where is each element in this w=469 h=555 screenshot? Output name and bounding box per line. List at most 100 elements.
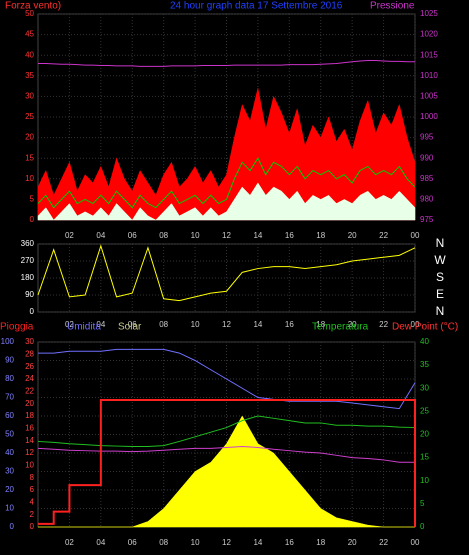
y-tick-label: 60 <box>5 411 14 420</box>
y-tick-label: 1020 <box>420 30 438 39</box>
y-tick-label: 10 <box>5 504 14 513</box>
y-tick-label: 0 <box>30 522 35 531</box>
y-tick-label: 270 <box>21 256 35 265</box>
x-tick-label: 04 <box>96 231 105 240</box>
x-tick-label: 20 <box>348 538 357 547</box>
y-tick-label: 45 <box>25 30 34 39</box>
y-tick-label: 1005 <box>420 92 438 101</box>
header-label: Forza vento) <box>5 1 61 12</box>
y-tick-label: 1015 <box>420 50 438 59</box>
y-tick-label: N <box>436 304 445 318</box>
x-tick-label: 20 <box>348 231 357 240</box>
y-tick-label: E <box>436 287 444 301</box>
legend-label: Solar <box>118 322 142 333</box>
y-tick-label: 8 <box>30 473 35 482</box>
y-tick-label: 1010 <box>420 71 438 80</box>
y-tick-label: 2 <box>30 510 35 519</box>
x-tick-label: 06 <box>128 538 137 547</box>
x-tick-label: 00 <box>411 538 420 547</box>
y-tick-label: 30 <box>25 92 34 101</box>
header-label: 24 hour graph data 17 Settembre 2016 <box>170 1 343 12</box>
y-tick-label: 25 <box>420 406 429 415</box>
x-tick-label: 22 <box>379 320 388 329</box>
annotation: Sun Rise <box>136 492 169 501</box>
y-tick-label: 20 <box>420 430 429 439</box>
y-tick-label: 25 <box>25 112 34 121</box>
x-tick-label: 22 <box>379 231 388 240</box>
y-tick-label: N <box>436 236 445 250</box>
y-tick-label: 20 <box>25 399 34 408</box>
y-tick-label: S <box>436 270 444 284</box>
x-tick-label: 18 <box>316 320 325 329</box>
y-tick-label: 4 <box>30 497 35 506</box>
legend-label: Dew Point (°C) <box>392 322 458 333</box>
y-tick-label: 10 <box>25 460 34 469</box>
x-tick-label: 10 <box>191 231 200 240</box>
y-tick-label: 90 <box>5 356 14 365</box>
y-tick-label: 0 <box>420 522 425 531</box>
series-area <box>37 182 416 221</box>
x-tick-label: 16 <box>285 538 294 547</box>
x-tick-label: 16 <box>285 231 294 240</box>
x-tick-label: 02 <box>65 320 74 329</box>
legend-label: Temperatura <box>312 322 369 333</box>
series-area <box>37 88 416 221</box>
y-tick-label: 50 <box>25 9 34 18</box>
y-tick-label: 0 <box>10 522 15 531</box>
x-tick-label: 00 <box>411 320 420 329</box>
y-tick-label: 995 <box>420 133 434 142</box>
x-tick-label: 04 <box>96 320 105 329</box>
y-tick-label: 5 <box>30 195 35 204</box>
x-tick-label: 16 <box>285 320 294 329</box>
x-tick-label: 14 <box>253 320 262 329</box>
y-tick-label: 990 <box>420 153 434 162</box>
y-tick-label: 15 <box>420 453 429 462</box>
series-line <box>38 60 415 67</box>
y-tick-label: 15 <box>25 153 34 162</box>
x-tick-label: 02 <box>65 231 74 240</box>
x-tick-label: 10 <box>191 320 200 329</box>
x-tick-label: 08 <box>159 231 168 240</box>
y-tick-label: 12 <box>25 448 34 457</box>
y-tick-label: 30 <box>5 467 14 476</box>
y-tick-label: 360 <box>21 239 35 248</box>
series-area <box>38 415 415 528</box>
y-tick-label: 70 <box>5 393 14 402</box>
y-tick-label: 22 <box>25 386 34 395</box>
x-tick-label: 14 <box>253 231 262 240</box>
y-tick-label: 975 <box>420 215 434 224</box>
y-tick-label: 1025 <box>420 9 438 18</box>
annotation: Sun Set <box>331 492 360 501</box>
y-tick-label: 100 <box>1 337 15 346</box>
y-tick-label: 26 <box>25 362 34 371</box>
legend-label: Umidita <box>67 322 101 333</box>
x-tick-label: 20 <box>348 320 357 329</box>
x-tick-label: 22 <box>379 538 388 547</box>
y-tick-label: 35 <box>25 71 34 80</box>
series-line <box>37 244 416 302</box>
y-tick-label: 20 <box>25 133 34 142</box>
x-tick-label: 12 <box>222 538 231 547</box>
y-tick-label: 16 <box>25 423 34 432</box>
y-tick-label: 985 <box>420 174 434 183</box>
y-tick-label: 40 <box>25 50 34 59</box>
y-tick-label: W <box>434 253 446 267</box>
series-line <box>38 348 416 410</box>
y-tick-label: 0 <box>30 307 35 316</box>
x-tick-label: 06 <box>128 231 137 240</box>
y-tick-label: 980 <box>420 195 434 204</box>
x-tick-label: 18 <box>316 231 325 240</box>
y-tick-label: 1000 <box>420 112 438 121</box>
x-tick-label: 06 <box>128 320 137 329</box>
y-tick-label: 40 <box>420 337 429 346</box>
x-tick-label: 08 <box>159 538 168 547</box>
y-tick-label: 28 <box>25 349 34 358</box>
y-tick-label: 20 <box>5 485 14 494</box>
x-tick-label: 12 <box>222 320 231 329</box>
y-tick-label: 50 <box>5 430 14 439</box>
y-tick-label: 30 <box>420 383 429 392</box>
y-tick-label: 14 <box>25 436 34 445</box>
y-tick-label: 10 <box>420 476 429 485</box>
header-label: Pressione <box>370 1 415 12</box>
